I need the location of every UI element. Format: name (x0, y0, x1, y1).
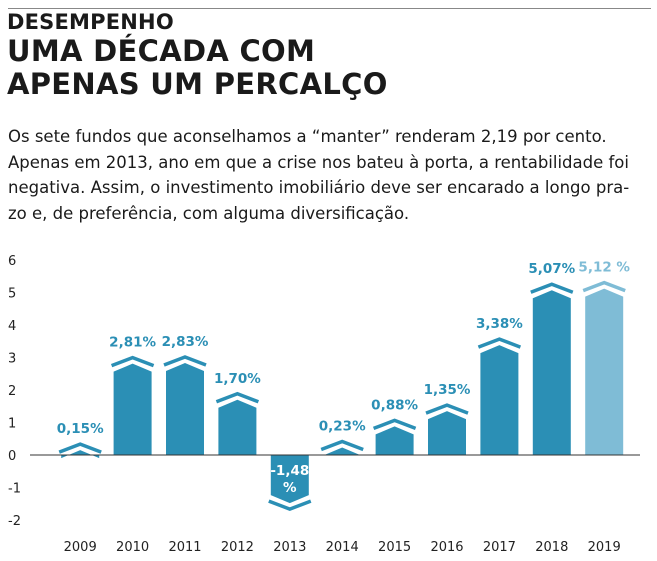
x-tick-label: 2016 (430, 540, 463, 555)
bar-2017 (480, 345, 519, 455)
data-label: 5,07% (528, 261, 575, 277)
bar-chart: 6 5 4 3 2 1 0 -1 -2 0,15% 2009 2,81% 2010 2,83% 2011 1,… (8, 254, 640, 555)
x-tick-label: 2010 (116, 540, 149, 555)
top-rule (8, 8, 651, 9)
data-label: 5,12 % (578, 260, 630, 276)
data-label-line: -1,48 (270, 463, 309, 479)
bar-chevron-2011 (163, 355, 207, 367)
bar-chevron-2015 (372, 418, 417, 431)
bar-chevron-2013 (268, 499, 312, 511)
y-tick-label: 5 (8, 287, 16, 302)
bar-chevron-2019 (582, 280, 626, 293)
bar-chevron-2016 (425, 403, 469, 415)
data-label: 0,88% (371, 397, 418, 413)
intro-line-1: Os sete fundos que aconselhamos a “mante… (8, 127, 607, 146)
y-tick-label: 3 (8, 352, 16, 367)
y-tick-label: 6 (8, 254, 16, 269)
y-tick-label: 2 (8, 384, 16, 399)
bar-2010 (113, 363, 152, 455)
bar-2018 (532, 290, 571, 455)
bar-chevron-2010 (110, 355, 155, 368)
x-tick-label: 2012 (221, 540, 254, 555)
x-tick-label: 2019 (588, 540, 621, 555)
data-label: 1,35% (424, 382, 471, 398)
data-label-line: % (283, 480, 297, 496)
title-line-1: UMA DÉCADA COM (7, 34, 316, 68)
data-label: 0,15% (57, 421, 104, 437)
bar-2013 (270, 455, 309, 504)
title-line-2: APENAS UM PERCALÇO (7, 67, 388, 101)
bar-2019 (585, 288, 624, 455)
intro-line-3: negativa. Assim, o investimento imobiliá… (8, 178, 630, 197)
page-title: UMA DÉCADA COM APENAS UM PERCALÇO (7, 35, 388, 101)
y-tick-label: -1 (8, 482, 21, 497)
x-tick-label: 2009 (64, 540, 97, 555)
y-tick-label: 4 (8, 319, 16, 334)
intro-line-2: Apenas em 2013, ano em que a crise nos b… (8, 152, 629, 172)
x-tick-label: 2018 (535, 540, 568, 555)
data-label: 1,70% (214, 371, 261, 387)
x-tick-label: 2014 (326, 540, 359, 555)
bar-chevron-2014 (320, 439, 364, 452)
bar-2014 (323, 447, 362, 456)
x-tick-label: 2011 (168, 540, 201, 555)
y-tick-label: -2 (8, 514, 21, 529)
section-kicker: DESEMPENHO (7, 10, 174, 34)
x-tick-label: 2017 (483, 540, 516, 555)
data-label: -1,48% (270, 463, 309, 496)
bar-chevron-2012 (215, 391, 260, 404)
intro-paragraph: Os sete fundos que aconselhamos a “mante… (8, 124, 653, 226)
bar-2016 (428, 411, 466, 455)
bar-chevron-2017 (477, 337, 522, 349)
data-label: 2,81% (109, 335, 156, 351)
data-label: 3,38% (476, 316, 523, 332)
x-tick-label: 2013 (273, 540, 306, 555)
y-tick-label: 1 (8, 417, 16, 432)
bar-chevron-2009 (58, 442, 102, 454)
bar-2009 (61, 450, 100, 459)
bar-2011 (166, 363, 204, 455)
y-tick-label: 0 (8, 449, 16, 464)
data-label: 2,83% (162, 334, 209, 350)
bar-2015 (375, 426, 414, 455)
intro-line-4: zo e, de preferência, com alguma diversi… (8, 203, 410, 223)
bar-chevron-2018 (530, 282, 574, 294)
data-label: 0,23% (319, 419, 366, 435)
x-tick-label: 2015 (378, 540, 411, 555)
bar-2012 (218, 399, 257, 455)
